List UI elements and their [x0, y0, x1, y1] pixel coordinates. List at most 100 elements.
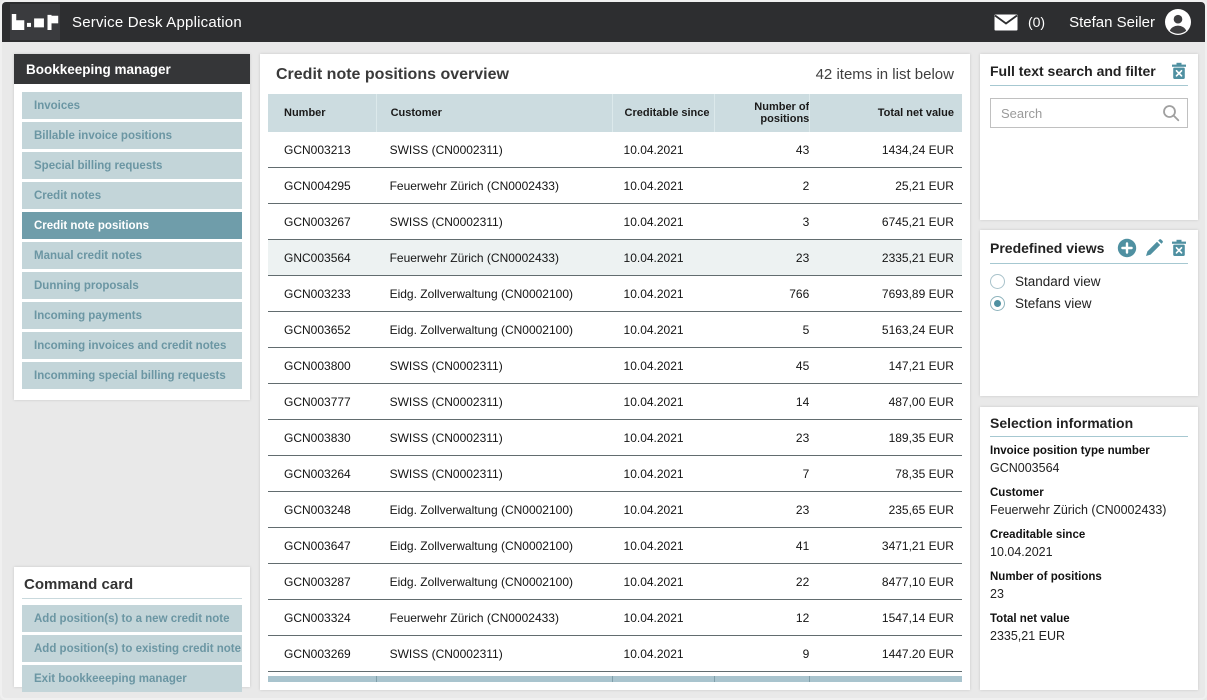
table-row[interactable]: GCN003777 SWISS (CN0002311) 10.04.2021 1…	[268, 384, 962, 420]
cell-number: GCN003269	[284, 646, 351, 661]
sidebar-item[interactable]: Credit notes	[22, 182, 242, 209]
command-button-label: Exit bookkeeeping manager	[34, 672, 187, 685]
radio-button[interactable]	[990, 296, 1005, 311]
sidebar-item[interactable]: Manual credit notes	[22, 242, 242, 269]
table-row[interactable]: GCN003647 Eidg. Zollverwaltung (CN000210…	[268, 528, 962, 564]
table-row[interactable]: GCN003830 SWISS (CN0002311) 10.04.2021 2…	[268, 420, 962, 456]
cell-positions: 45	[795, 358, 810, 373]
sidebar-item[interactable]: Dunning proposals	[22, 272, 242, 299]
edit-view-pencil-icon[interactable]	[1144, 238, 1163, 258]
table-row[interactable]: GCN003652 Eidg. Zollverwaltung (CN000210…	[268, 312, 962, 348]
cell-creditable-since: 10.04.2021	[623, 502, 684, 517]
table-row[interactable]: GCN003213 SWISS (CN0002311) 10.04.2021 4…	[268, 132, 962, 168]
cell-customer: SWISS (CN0002311)	[389, 646, 503, 661]
command-button-label: Add position(s) to a new credit note	[34, 612, 230, 625]
cell-positions: 12	[795, 610, 810, 625]
cell-positions: 22	[795, 574, 810, 589]
cell-customer: Feuerwehr Zürich (CN0002433)	[389, 250, 559, 265]
selection-field-value: Feuerwehr Zürich (CN0002433)	[990, 503, 1167, 517]
cell-positions: 3	[802, 214, 810, 229]
cell-customer: SWISS (CN0002311)	[389, 358, 503, 373]
search-input[interactable]	[990, 98, 1188, 128]
cell-number: GCN003287	[284, 574, 351, 589]
add-view-plus-icon[interactable]	[1117, 238, 1137, 258]
avatar-icon[interactable]	[1165, 9, 1191, 35]
selection-fields: Invoice position type number GCN003564 C…	[990, 445, 1188, 643]
delete-view-trash-icon[interactable]	[1170, 239, 1188, 257]
sidebar-item[interactable]: Credit note positions	[22, 212, 242, 239]
table-row[interactable]: GCN003248 Eidg. Zollverwaltung (CN000210…	[268, 492, 962, 528]
table-row[interactable]: GCN003287 Eidg. Zollverwaltung (CN000210…	[268, 564, 962, 600]
view-option[interactable]: Standard view	[990, 274, 1188, 289]
mail-icon[interactable]	[994, 14, 1018, 31]
column-header[interactable]: Number	[284, 107, 326, 119]
cell-creditable-since: 10.04.2021	[623, 250, 684, 265]
cell-creditable-since: 10.04.2021	[623, 178, 684, 193]
table-row[interactable]: GCN003267 SWISS (CN0002311) 10.04.2021 3…	[268, 204, 962, 240]
selection-field-value: 2335,21 EUR	[990, 629, 1066, 643]
cell-positions: 7	[802, 466, 810, 481]
cell-positions: 766	[789, 286, 810, 301]
cell-creditable-since: 10.04.2021	[623, 394, 684, 409]
table-row[interactable]: GCN003233 Eidg. Zollverwaltung (CN000210…	[268, 276, 962, 312]
table-row[interactable]: GCN004295 Feuerwehr Zürich (CN0002433) 1…	[268, 168, 962, 204]
cell-total: 235,65 EUR	[888, 502, 954, 517]
cell-number: GCN003264	[284, 466, 351, 481]
cell-creditable-since: 10.04.2021	[623, 430, 684, 445]
selection-field-label: Customer	[990, 487, 1044, 499]
sidebar-item[interactable]: Invoices	[22, 92, 242, 119]
column-header[interactable]: Customer	[375, 94, 612, 132]
sidebar-item[interactable]: Incomming special billing requests	[22, 362, 242, 389]
column-header[interactable]: Total net value	[809, 94, 962, 132]
cell-customer: SWISS (CN0002311)	[389, 142, 503, 157]
sidebar-item-label: Special billing requests	[34, 159, 163, 172]
view-option[interactable]: Stefans view	[990, 296, 1188, 311]
sidebar-item[interactable]: Special billing requests	[22, 152, 242, 179]
selection-field: Creaditable since 10.04.2021	[990, 529, 1188, 559]
horizontal-scrollbar[interactable]	[268, 676, 962, 682]
sidebar-item-label: Credit notes	[34, 189, 102, 202]
cell-customer: Eidg. Zollverwaltung (CN0002100)	[389, 502, 573, 517]
column-header[interactable]: Number of positions	[714, 94, 809, 132]
cell-number: GCN003777	[284, 394, 351, 409]
cell-customer: Eidg. Zollverwaltung (CN0002100)	[389, 286, 573, 301]
sidebar-item[interactable]: Incoming invoices and credit notes	[22, 332, 242, 359]
cell-number: GCN003267	[284, 214, 351, 229]
command-card: Command card Add position(s) to a new cr…	[14, 567, 250, 692]
selection-field-value: GCN003564	[990, 461, 1060, 475]
table-row[interactable]: GCN003324 Feuerwehr Zürich (CN0002433) 1…	[268, 600, 962, 636]
cell-customer: Feuerwehr Zürich (CN0002433)	[389, 178, 559, 193]
sidebar-item-label: Invoices	[34, 99, 81, 112]
clear-filter-trash-icon[interactable]	[1170, 62, 1188, 80]
sidebar-item-label: Incomming special billing requests	[34, 369, 226, 382]
table-row[interactable]: GNC003564 Feuerwehr Zürich (CN0002433) 1…	[268, 240, 962, 276]
table-row[interactable]: GCN003264 SWISS (CN0002311) 10.04.2021 7…	[268, 456, 962, 492]
cell-number: GCN003800	[284, 358, 351, 373]
table-row[interactable]: GCN003800 SWISS (CN0002311) 10.04.2021 4…	[268, 348, 962, 384]
radio-button[interactable]	[990, 274, 1005, 289]
command-button[interactable]: Add position(s) to existing credit note	[22, 635, 242, 662]
cell-positions: 5	[802, 322, 810, 337]
cell-customer: SWISS (CN0002311)	[389, 394, 503, 409]
sidebar-items: Invoices Billable invoice positions Spec…	[14, 84, 250, 397]
column-header[interactable]: Creditable since	[611, 94, 715, 132]
cell-positions: 23	[795, 250, 810, 265]
sidebar-item[interactable]: Incoming payments	[22, 302, 242, 329]
cell-positions: 23	[795, 430, 810, 445]
view-options: Standard view Stefans view	[990, 274, 1188, 311]
sidebar-item-label: Credit note positions	[34, 219, 149, 232]
cell-customer: SWISS (CN0002311)	[389, 214, 503, 229]
positions-table: Number Customer Creditable since Number …	[268, 94, 962, 682]
selection-panel-title: Selection information	[990, 415, 1134, 431]
command-button[interactable]: Exit bookkeeeping manager	[22, 665, 242, 692]
cell-customer: SWISS (CN0002311)	[389, 430, 503, 445]
selection-field-label: Number of positions	[990, 571, 1102, 583]
selection-field-value: 10.04.2021	[990, 545, 1053, 559]
sidebar-item[interactable]: Billable invoice positions	[22, 122, 242, 149]
command-button[interactable]: Add position(s) to a new credit note	[22, 605, 242, 632]
table-row[interactable]: GCN003269 SWISS (CN0002311) 10.04.2021 9…	[268, 636, 962, 672]
cell-total: 25,21 EUR	[895, 178, 954, 193]
view-option-label: Standard view	[1015, 274, 1101, 289]
sidebar-item-label: Incoming invoices and credit notes	[34, 339, 227, 352]
